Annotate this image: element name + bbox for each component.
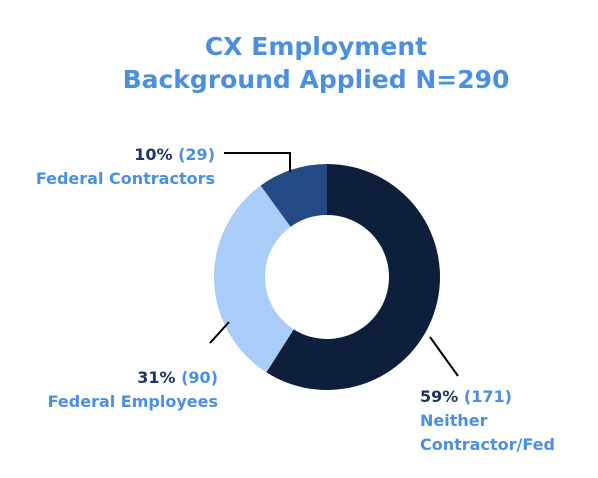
leader-line <box>429 336 459 377</box>
donut-slice <box>213 185 294 373</box>
percent-label: 10% <box>134 145 173 164</box>
leader-line <box>209 321 230 344</box>
count-label: (171) <box>463 387 512 406</box>
category-label: Federal Contractors <box>35 169 215 188</box>
donut-slice <box>266 164 440 390</box>
slice-label: 31% (90) Federal Employees <box>0 366 218 414</box>
donut-slice <box>260 164 327 227</box>
slice-label: 10% (29) Federal Contractors <box>0 143 215 191</box>
count-label: (29) <box>178 145 215 164</box>
slice-label: 59% (171) Neither Contractor/Fed <box>420 385 580 457</box>
percent-label: 31% <box>137 368 176 387</box>
percent-label: 59% <box>420 387 459 406</box>
count-label: (90) <box>181 368 218 387</box>
category-label: Federal Employees <box>47 392 218 411</box>
leader-lines <box>209 152 459 377</box>
chart-title: Background Applied N=290 <box>122 65 510 94</box>
chart-title: CX Employment <box>204 32 428 61</box>
category-label: Neither Contractor/Fed <box>420 411 555 454</box>
leader-line <box>224 152 291 172</box>
